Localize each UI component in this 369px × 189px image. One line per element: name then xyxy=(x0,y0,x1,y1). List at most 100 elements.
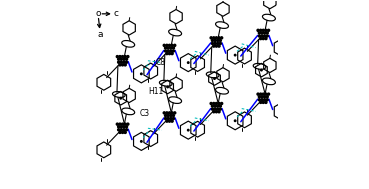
Circle shape xyxy=(221,102,223,105)
Circle shape xyxy=(265,29,267,31)
Circle shape xyxy=(167,86,168,88)
Circle shape xyxy=(172,115,175,117)
Circle shape xyxy=(187,129,189,131)
Circle shape xyxy=(169,44,170,46)
Circle shape xyxy=(118,58,120,60)
Circle shape xyxy=(260,29,262,31)
Circle shape xyxy=(215,37,217,39)
Circle shape xyxy=(172,118,175,120)
Circle shape xyxy=(281,47,283,48)
Circle shape xyxy=(174,44,176,46)
Circle shape xyxy=(266,96,268,98)
Circle shape xyxy=(265,38,267,40)
Text: a: a xyxy=(97,30,103,39)
Circle shape xyxy=(163,44,165,46)
Circle shape xyxy=(118,126,120,128)
Circle shape xyxy=(166,44,168,46)
Circle shape xyxy=(262,93,264,95)
Text: o: o xyxy=(95,9,101,18)
Circle shape xyxy=(213,102,215,105)
Circle shape xyxy=(215,102,217,105)
Circle shape xyxy=(119,64,121,66)
Circle shape xyxy=(166,112,168,114)
Text: H11: H11 xyxy=(148,87,163,96)
Circle shape xyxy=(260,93,262,95)
Circle shape xyxy=(165,118,166,120)
Circle shape xyxy=(214,40,216,42)
Circle shape xyxy=(123,58,125,60)
Circle shape xyxy=(125,129,128,131)
Circle shape xyxy=(127,56,129,58)
Circle shape xyxy=(217,105,219,107)
Circle shape xyxy=(214,43,216,44)
Circle shape xyxy=(217,43,219,44)
Circle shape xyxy=(211,105,214,107)
Circle shape xyxy=(171,120,173,122)
Circle shape xyxy=(121,56,124,58)
Circle shape xyxy=(257,93,259,95)
Circle shape xyxy=(214,78,215,79)
Circle shape xyxy=(218,111,220,113)
Circle shape xyxy=(123,61,125,63)
Circle shape xyxy=(261,96,263,98)
Circle shape xyxy=(268,93,270,95)
Circle shape xyxy=(169,112,170,114)
Circle shape xyxy=(214,108,216,110)
Circle shape xyxy=(268,29,270,31)
Circle shape xyxy=(219,105,221,107)
Circle shape xyxy=(120,98,121,99)
Circle shape xyxy=(258,96,261,98)
Circle shape xyxy=(169,120,170,122)
Circle shape xyxy=(217,108,219,110)
Circle shape xyxy=(119,56,121,58)
Circle shape xyxy=(172,50,175,52)
Circle shape xyxy=(210,102,212,105)
Circle shape xyxy=(266,35,268,37)
Circle shape xyxy=(281,111,283,112)
Circle shape xyxy=(166,120,168,122)
Circle shape xyxy=(266,32,268,34)
Circle shape xyxy=(120,129,122,131)
Circle shape xyxy=(211,43,214,44)
Circle shape xyxy=(169,53,170,55)
Circle shape xyxy=(121,123,124,125)
Circle shape xyxy=(263,96,266,98)
Circle shape xyxy=(234,120,236,122)
Circle shape xyxy=(215,45,217,47)
Circle shape xyxy=(125,58,128,60)
Circle shape xyxy=(171,53,173,55)
Circle shape xyxy=(127,123,129,125)
Circle shape xyxy=(120,61,122,63)
Circle shape xyxy=(218,37,220,39)
Circle shape xyxy=(187,62,189,63)
Circle shape xyxy=(163,112,165,114)
Circle shape xyxy=(265,101,267,103)
Circle shape xyxy=(219,43,221,44)
Circle shape xyxy=(215,111,217,113)
Circle shape xyxy=(116,56,118,58)
Circle shape xyxy=(119,131,121,133)
Circle shape xyxy=(124,64,126,66)
Circle shape xyxy=(263,32,266,34)
Circle shape xyxy=(260,38,262,40)
Circle shape xyxy=(166,53,168,55)
Circle shape xyxy=(221,37,223,39)
Circle shape xyxy=(171,44,173,46)
Circle shape xyxy=(118,129,120,131)
Circle shape xyxy=(262,29,264,31)
Circle shape xyxy=(124,56,126,58)
Circle shape xyxy=(167,118,169,120)
Circle shape xyxy=(219,40,221,42)
Circle shape xyxy=(116,123,118,125)
Circle shape xyxy=(171,112,173,114)
Circle shape xyxy=(257,29,259,31)
Circle shape xyxy=(263,35,266,37)
Circle shape xyxy=(214,105,216,107)
Circle shape xyxy=(174,112,176,114)
Circle shape xyxy=(124,123,126,125)
Circle shape xyxy=(167,47,169,49)
Circle shape xyxy=(261,69,262,71)
Circle shape xyxy=(124,131,126,133)
Circle shape xyxy=(141,73,142,75)
Circle shape xyxy=(170,118,172,120)
